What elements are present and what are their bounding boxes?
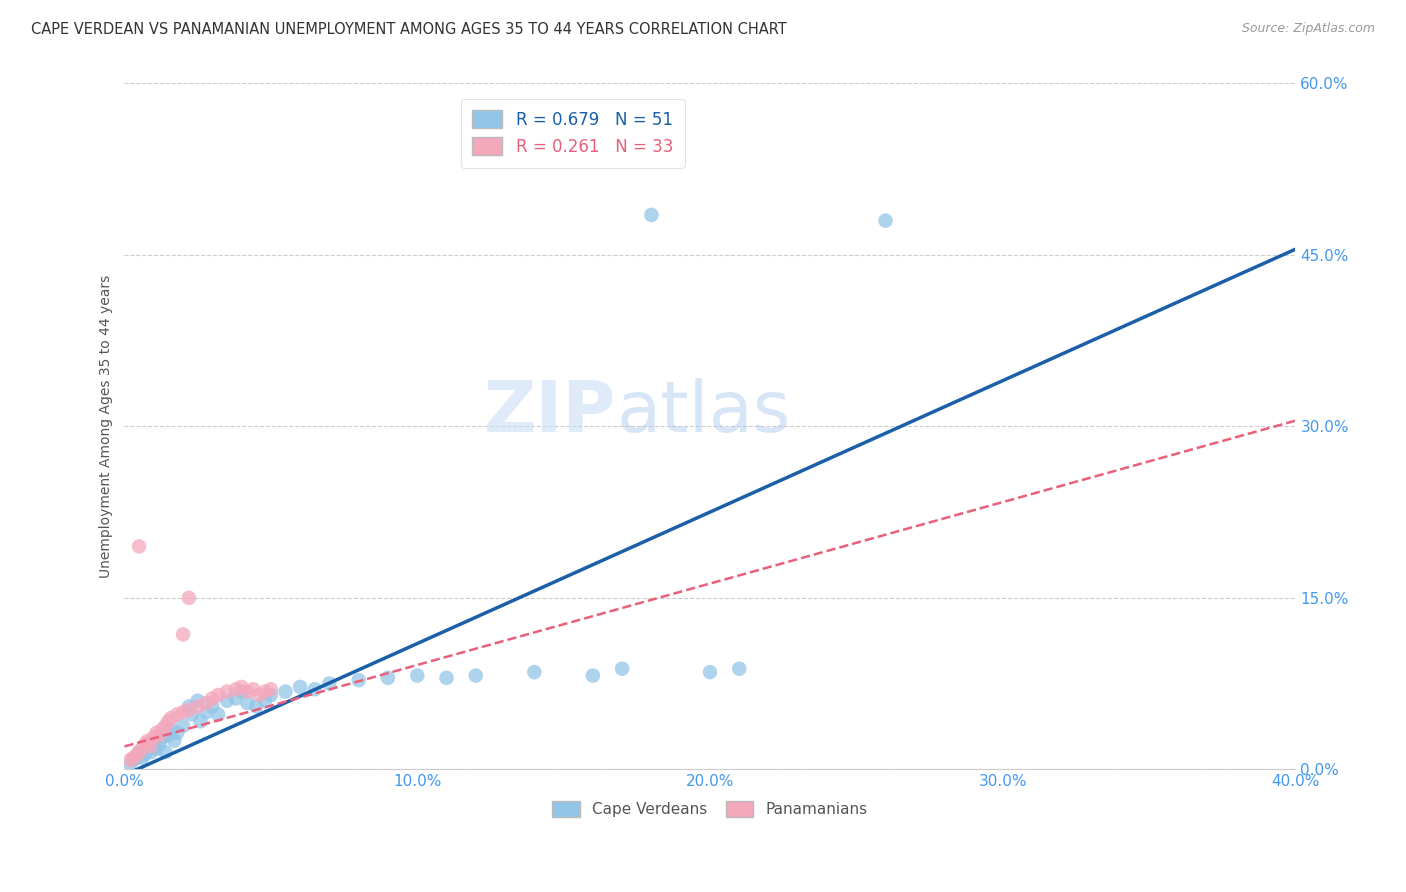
Point: [142, 739, 165, 754]
Point: [436, 671, 458, 685]
Point: [242, 682, 264, 697]
Point: [172, 627, 194, 641]
Point: [201, 691, 224, 706]
Point: [120, 756, 142, 771]
Point: [406, 668, 429, 682]
Point: [125, 748, 148, 763]
Point: [136, 737, 159, 751]
Point: [160, 723, 183, 737]
Point: [125, 751, 148, 765]
Point: [207, 688, 229, 702]
Point: [274, 684, 297, 698]
Point: [172, 705, 194, 719]
Point: [131, 741, 153, 756]
Point: [231, 684, 253, 698]
Point: [145, 741, 167, 756]
Point: [187, 694, 209, 708]
Point: [142, 731, 165, 745]
Point: [875, 213, 897, 227]
Point: [728, 662, 751, 676]
Point: [253, 684, 276, 698]
Point: [166, 725, 188, 739]
Legend: Cape Verdeans, Panamanians: Cape Verdeans, Panamanians: [547, 795, 873, 823]
Point: [122, 753, 145, 767]
Point: [236, 696, 259, 710]
Y-axis label: Unemployment Among Ages 35 to 44 years: Unemployment Among Ages 35 to 44 years: [100, 275, 114, 578]
Point: [347, 673, 370, 687]
Point: [163, 733, 186, 747]
Point: [177, 703, 200, 717]
Point: [288, 680, 311, 694]
Point: [190, 714, 212, 729]
Point: [699, 665, 721, 680]
Point: [225, 691, 247, 706]
Point: [149, 737, 172, 751]
Point: [177, 591, 200, 605]
Point: [134, 737, 156, 751]
Point: [464, 668, 486, 682]
Point: [139, 745, 162, 759]
Point: [236, 684, 259, 698]
Point: [128, 748, 150, 763]
Point: [149, 728, 172, 742]
Point: [247, 688, 270, 702]
Point: [155, 745, 177, 759]
Point: [245, 699, 267, 714]
Point: [253, 694, 276, 708]
Point: [152, 731, 174, 745]
Point: [136, 733, 159, 747]
Point: [155, 719, 177, 733]
Point: [166, 707, 188, 722]
Point: [260, 688, 283, 702]
Point: [139, 739, 162, 754]
Point: [260, 682, 283, 697]
Point: [122, 751, 145, 765]
Point: [582, 668, 605, 682]
Point: [160, 711, 183, 725]
Point: [145, 725, 167, 739]
Text: CAPE VERDEAN VS PANAMANIAN UNEMPLOYMENT AMONG AGES 35 TO 44 YEARS CORRELATION CH: CAPE VERDEAN VS PANAMANIAN UNEMPLOYMENT …: [31, 22, 787, 37]
Point: [128, 540, 150, 554]
Point: [172, 719, 194, 733]
Point: [157, 714, 180, 729]
Point: [610, 662, 633, 676]
Point: [136, 741, 159, 756]
Point: [157, 728, 180, 742]
Point: [523, 665, 546, 680]
Point: [318, 676, 340, 690]
Point: [231, 680, 253, 694]
Point: [142, 733, 165, 747]
Point: [128, 745, 150, 759]
Point: [377, 671, 399, 685]
Point: [134, 747, 156, 762]
Point: [225, 682, 247, 697]
Point: [152, 723, 174, 737]
Point: [180, 707, 202, 722]
Text: Source: ZipAtlas.com: Source: ZipAtlas.com: [1241, 22, 1375, 36]
Point: [195, 696, 218, 710]
Point: [201, 699, 224, 714]
Text: atlas: atlas: [616, 378, 790, 447]
Point: [177, 699, 200, 714]
Point: [640, 208, 662, 222]
Point: [215, 694, 238, 708]
Point: [131, 751, 153, 765]
Point: [207, 707, 229, 722]
Point: [128, 745, 150, 759]
Point: [195, 705, 218, 719]
Point: [304, 682, 326, 697]
Point: [187, 699, 209, 714]
Point: [215, 684, 238, 698]
Text: ZIP: ZIP: [484, 378, 616, 447]
Point: [120, 753, 142, 767]
